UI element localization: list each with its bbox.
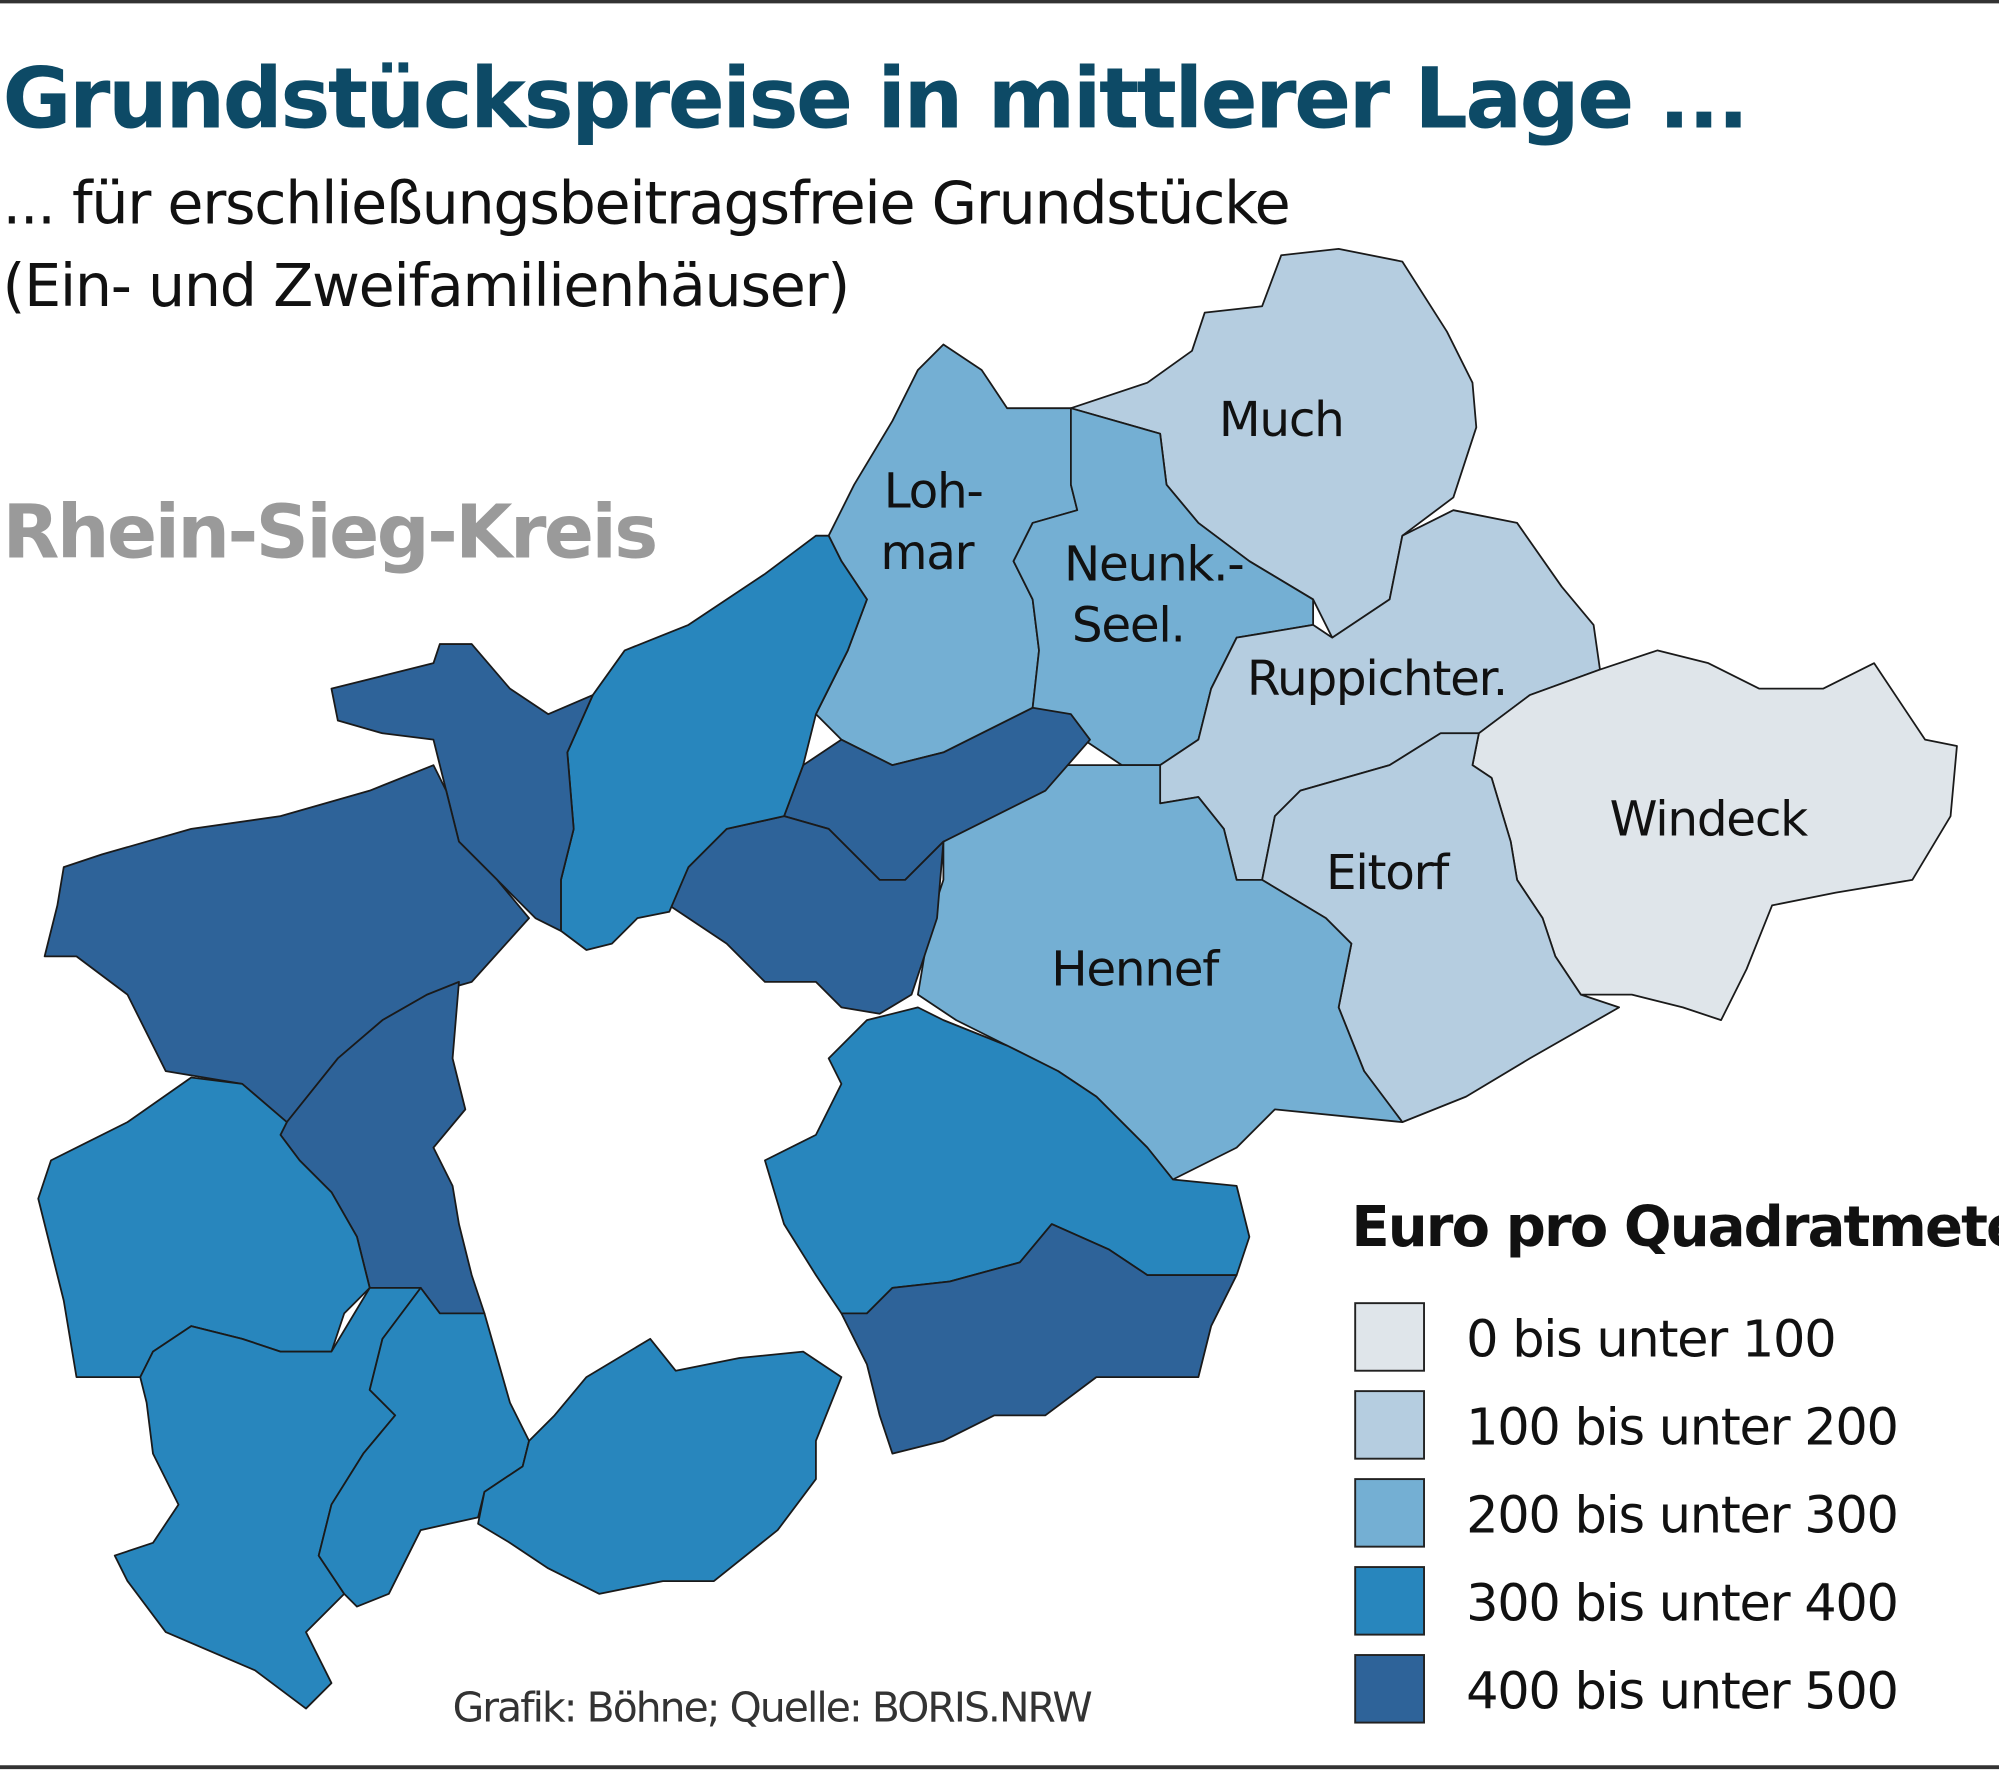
municipality-label: Eitorf (1326, 845, 1450, 901)
municipality-label: Loh- (884, 464, 983, 520)
municipality-labels: Much Loh-mar Neunk.-Seel. Ruppichter. Windec… (880, 392, 1809, 998)
municipality-region (317, 1286, 530, 1608)
municipality-region (37, 1076, 371, 1378)
municipality-region (330, 643, 594, 932)
legend-swatch (1354, 1566, 1425, 1636)
subtitle-line-2: (Ein- und Zweifamilienhäuser) (3, 252, 849, 320)
municipality-region (477, 1337, 843, 1595)
municipality-region (917, 764, 1404, 1181)
legend-title: Euro pro Quadratmeter (1351, 1195, 1999, 1260)
legend-label: 300 bis unter 400 (1466, 1575, 1898, 1634)
municipality-label: mar (880, 525, 974, 581)
subtitle-line-1: ... für erschließungsbeitragsfreie Grund… (3, 169, 1290, 237)
legend-label: 400 bis unter 500 (1466, 1663, 1898, 1722)
municipality-region (840, 1223, 1238, 1455)
source-credit: Grafik: Böhne; Quelle: BORIS.NRW (453, 1683, 1092, 1731)
legend-swatch (1354, 1478, 1425, 1548)
title: Grundstückspreise in mittlerer Lage ... (3, 50, 1747, 148)
legend-swatch (1354, 1302, 1425, 1372)
legend-swatch (1354, 1390, 1425, 1460)
municipality-label: Much (1219, 392, 1344, 448)
legend-swatch (1354, 1654, 1425, 1724)
legend-label: 200 bis unter 300 (1466, 1487, 1898, 1546)
municipality-label: Ruppichter. (1247, 651, 1507, 707)
legend: Euro pro Quadratmeter 0 bis unter 100 100… (1351, 1195, 1999, 1724)
legend-label: 0 bis unter 100 (1466, 1311, 1835, 1370)
municipality-label: Windeck (1610, 791, 1809, 847)
municipality-regions (37, 247, 1958, 1710)
municipality-label: Hennef (1051, 942, 1220, 998)
legend-label: 100 bis unter 200 (1466, 1399, 1898, 1458)
region-label: Rhein-Sieg-Kreis (3, 489, 656, 575)
municipality-label: Neunk.- (1064, 536, 1243, 592)
municipality-label: Seel. (1072, 597, 1185, 653)
